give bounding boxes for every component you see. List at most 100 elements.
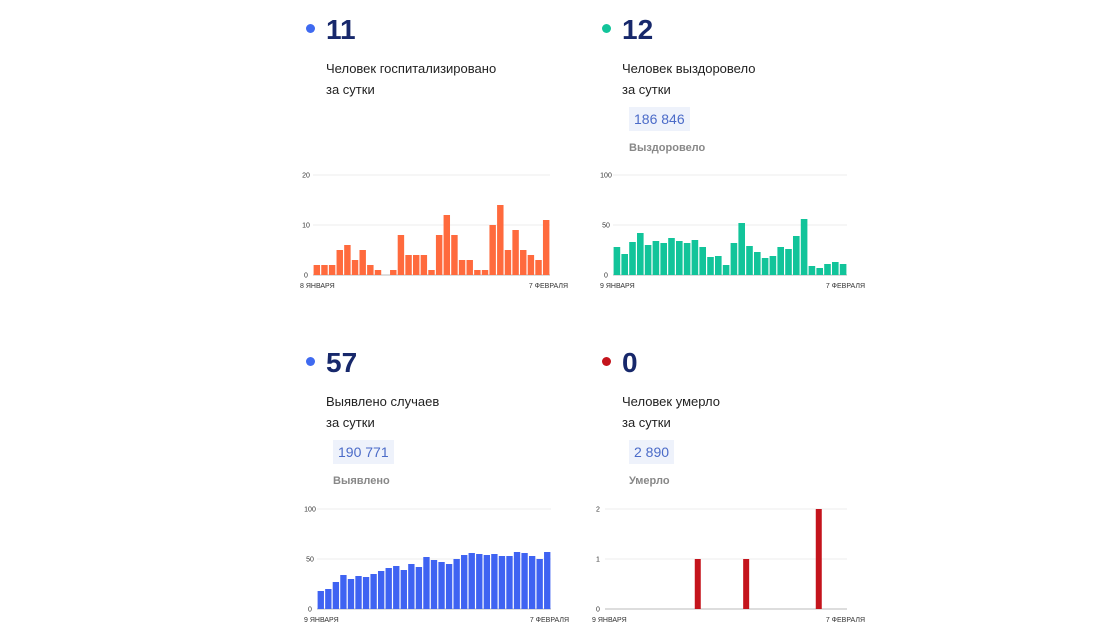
chart-cases-ytick-label: 0 — [308, 607, 312, 614]
chart-recovered-bar — [777, 247, 784, 275]
chart-recovered-xend-label: 7 ФЕВРАЛЯ — [826, 283, 865, 290]
chart-cases-bar — [521, 553, 528, 609]
chart-recovered-bar — [816, 268, 823, 275]
chart-cases-xend-label: 7 ФЕВРАЛЯ — [530, 617, 569, 624]
chart-recovered-bar — [754, 252, 761, 275]
chart-cases-bar — [347, 579, 355, 609]
chart-hospitalized-bar — [367, 265, 374, 275]
recovered-dot-icon — [602, 24, 611, 33]
chart-cases-bar — [415, 567, 423, 609]
chart-recovered-bar — [629, 242, 636, 275]
chart-recovered-bar — [769, 256, 777, 275]
chart-hospitalized-ytick-label: 0 — [304, 273, 308, 280]
chart-recovered-bar — [691, 240, 699, 275]
chart-cases-bar — [430, 560, 438, 609]
recovered-total: 186 846 — [629, 107, 690, 131]
chart-deaths-bar — [815, 509, 822, 609]
chart-cases-bar — [317, 591, 324, 609]
chart-cases-bar — [528, 556, 536, 609]
chart-cases-bar — [377, 571, 385, 609]
chart-hospitalized-ytick-label: 10 — [302, 223, 310, 230]
chart-cases-bar — [461, 555, 468, 609]
chart-recovered-ytick-label: 50 — [602, 223, 610, 230]
recovered-total-label: Выздоровело — [629, 142, 706, 154]
chart-hospitalized-bar — [328, 265, 336, 275]
chart-cases-bar — [423, 557, 430, 609]
chart-recovered-bar — [785, 249, 792, 275]
chart-hospitalized-bar — [497, 205, 504, 275]
chart-recovered-bar — [824, 264, 831, 275]
chart-hospitalized-bar — [512, 230, 519, 275]
chart-cases-bar — [370, 574, 377, 609]
chart-recovered-xstart-label: 9 ЯНВАРЯ — [600, 283, 635, 290]
chart-cases-bar — [340, 575, 347, 609]
chart-cases-bar — [536, 559, 543, 609]
chart-recovered-bar — [707, 257, 714, 275]
chart-cases-bar — [355, 576, 362, 609]
chart-recovered-bar — [832, 262, 839, 275]
chart-cases-bar — [400, 570, 407, 609]
chart-recovered-ytick-label: 0 — [604, 273, 608, 280]
chart-hospitalized-xend-label: 7 ФЕВРАЛЯ — [529, 283, 568, 290]
chart-cases-bar — [453, 559, 460, 609]
chart-hospitalized-bar — [336, 250, 343, 275]
chart-cases-bar — [362, 577, 370, 609]
chart-hospitalized-bar — [390, 270, 397, 275]
chart-cases-bar — [506, 556, 513, 609]
chart-hospitalized-bar — [351, 260, 359, 275]
chart-hospitalized-bar — [443, 215, 451, 275]
cases-dot-icon — [306, 357, 315, 366]
chart-cases-bar — [498, 556, 506, 609]
chart-cases-bar — [544, 552, 551, 609]
chart-deaths-bar — [743, 559, 750, 609]
cases-value: 57 — [326, 347, 358, 378]
chart-deaths-ytick-label: 0 — [596, 607, 600, 614]
chart-recovered-ytick-label: 100 — [600, 173, 612, 180]
chart-hospitalized-bar — [397, 235, 405, 275]
chart-hospitalized-bar — [527, 255, 535, 275]
chart-deaths-ytick-label: 1 — [596, 557, 600, 564]
chart-hospitalized-bar — [504, 250, 512, 275]
chart-cases-bar — [445, 564, 453, 609]
chart-recovered-bar — [761, 258, 769, 275]
cases-total: 190 771 — [333, 440, 394, 464]
chart-recovered-bar — [637, 233, 644, 275]
chart-cases-xstart-label: 9 ЯНВАРЯ — [304, 617, 339, 624]
chart-hospitalized-bar — [405, 255, 412, 275]
chart-cases-bar — [438, 562, 445, 609]
chart-recovered-bar — [613, 247, 621, 275]
chart-hospitalized-bar — [535, 260, 542, 275]
chart-hospitalized-bar — [420, 255, 428, 275]
chart-hospitalized-bar — [520, 250, 527, 275]
chart-cases-ytick-label: 50 — [306, 557, 314, 564]
chart-hospitalized-xstart-label: 8 ЯНВАРЯ — [300, 283, 335, 290]
chart-deaths-xstart-label: 9 ЯНВАРЯ — [592, 617, 627, 624]
chart-recovered-bar — [715, 256, 722, 275]
chart-cases-bar — [393, 566, 400, 609]
recovered-label: Человек выздоровело за сутки — [622, 61, 756, 97]
chart-hospitalized-bar — [542, 220, 550, 275]
hospitalized-label: Человек госпитализировано за сутки — [326, 61, 497, 97]
chart-cases-ytick-label: 100 — [304, 507, 316, 514]
chart-cases-bar — [385, 568, 392, 609]
chart-hospitalized-bar — [458, 260, 466, 275]
chart-recovered-bar — [730, 243, 738, 275]
chart-recovered-bar — [676, 241, 683, 275]
chart-cases-bar — [325, 589, 332, 609]
chart-recovered-bar — [839, 264, 847, 275]
chart-hospitalized-bar — [481, 270, 489, 275]
chart-recovered-bar — [668, 238, 675, 275]
chart-hospitalized-bar — [313, 265, 321, 275]
chart-cases-bar — [491, 554, 498, 609]
deaths-label: Человек умерло за сутки — [622, 394, 720, 430]
chart-deaths-xend-label: 7 ФЕВРАЛЯ — [826, 617, 865, 624]
chart-hospitalized-ytick-label: 20 — [302, 173, 310, 180]
deaths-total-label: Умерло — [629, 475, 670, 487]
chart-cases-bar — [468, 553, 475, 609]
chart-cases-bar — [332, 582, 340, 609]
deaths-dot-icon — [602, 357, 611, 366]
chart-cases-bar — [483, 555, 491, 609]
